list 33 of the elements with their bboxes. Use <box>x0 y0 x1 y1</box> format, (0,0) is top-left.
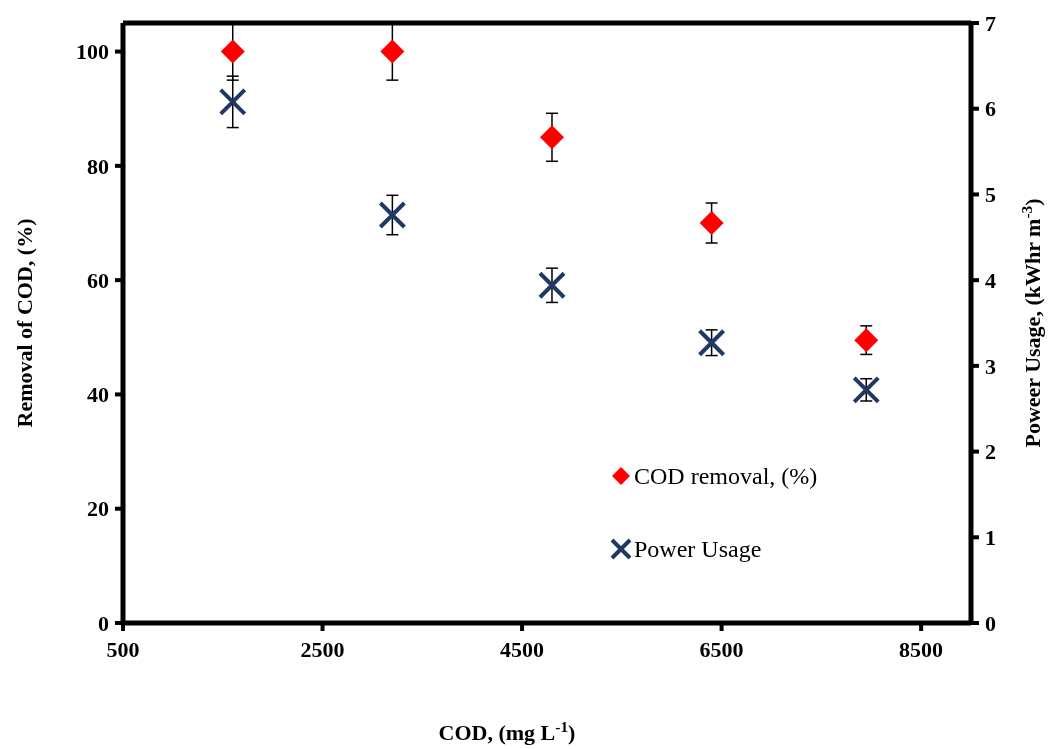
point <box>697 328 726 357</box>
point <box>539 125 564 150</box>
y-tick-label: 20 <box>87 496 109 522</box>
y-tick-label: 40 <box>87 382 109 408</box>
y2-tick-label: 3 <box>985 353 996 379</box>
point <box>537 271 566 300</box>
legend-label: Power Usage <box>634 536 762 563</box>
y2-tick-label: 1 <box>985 524 996 550</box>
y-tick-label: 100 <box>76 39 109 65</box>
point <box>852 375 881 404</box>
y2-tick-label: 4 <box>985 267 996 293</box>
y2-tick-label: 2 <box>985 439 996 465</box>
x-tick-label: 8500 <box>899 637 944 662</box>
x-axis-title: COD, (mg L$^{-1}$) <box>438 717 576 745</box>
y2-tick-label: 5 <box>985 182 996 208</box>
legend-label: COD removal, (%) <box>634 463 818 490</box>
y-tick-label: 60 <box>87 267 109 293</box>
y-axis-title: Removal of COD, (%) <box>12 218 37 428</box>
y-tick-label: 0 <box>98 610 109 636</box>
point <box>378 201 407 229</box>
point <box>380 39 405 64</box>
x-tick-label: 6500 <box>699 637 744 662</box>
x-tick-label: 4500 <box>500 637 545 662</box>
y-tick-label: 80 <box>87 153 109 179</box>
y2-tick-label: 7 <box>985 10 996 36</box>
y2-tick-label: 6 <box>985 96 996 122</box>
point <box>220 39 245 64</box>
point <box>699 211 724 235</box>
x-tick-label: 500 <box>106 637 140 662</box>
point <box>218 87 247 116</box>
y2-tick-label: 0 <box>985 610 996 636</box>
x-tick-label: 2500 <box>300 637 345 662</box>
point <box>854 328 879 353</box>
